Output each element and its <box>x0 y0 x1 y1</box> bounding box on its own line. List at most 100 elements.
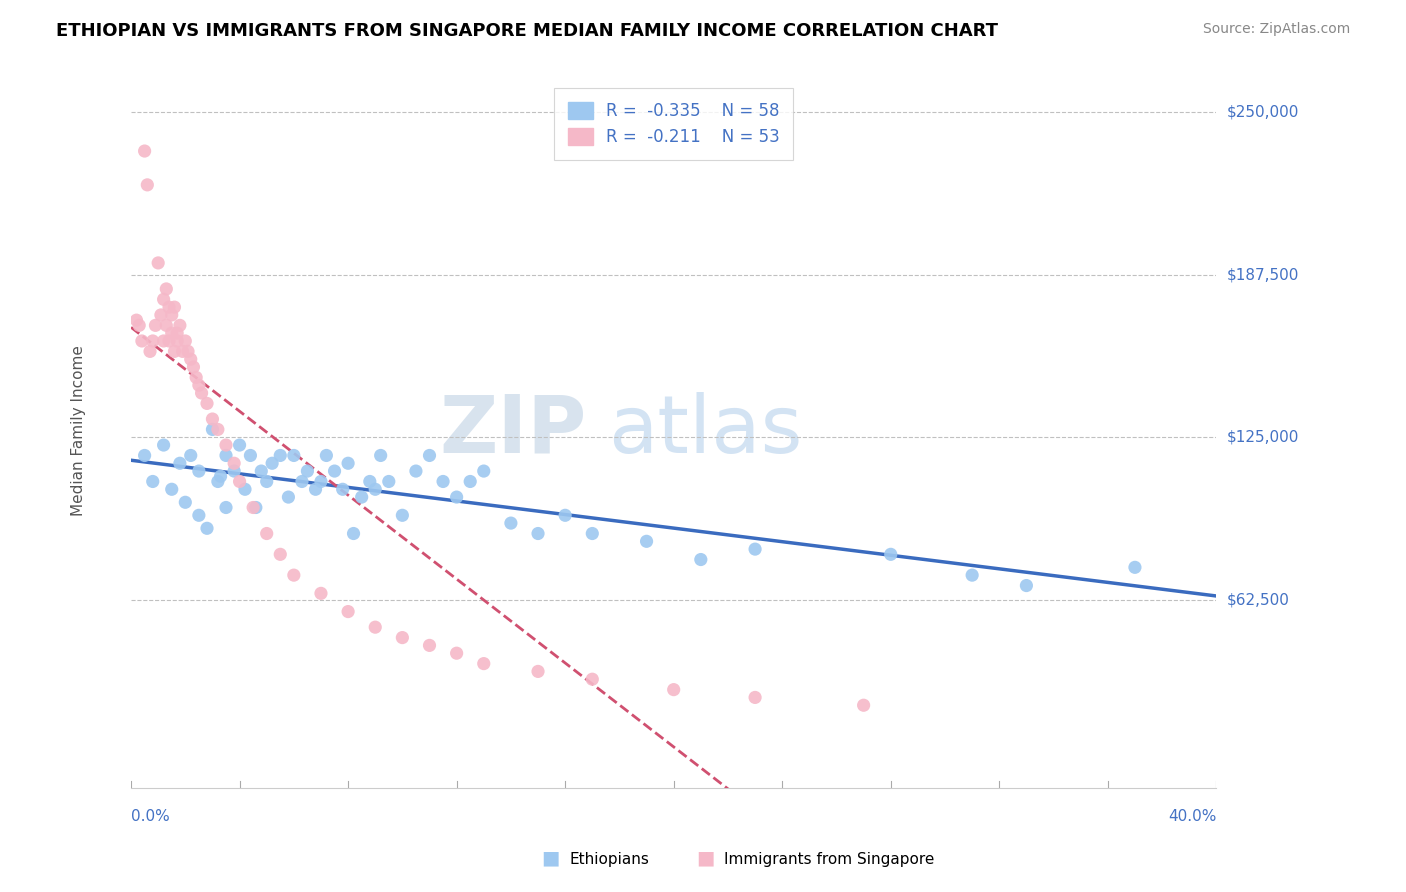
Point <box>160 326 183 341</box>
Point <box>131 334 153 348</box>
Point <box>245 500 267 515</box>
Point <box>228 475 250 489</box>
Point <box>364 620 387 634</box>
Point <box>277 490 299 504</box>
Point <box>744 690 766 705</box>
Point <box>152 334 174 348</box>
Point <box>215 500 238 515</box>
Point <box>155 318 177 333</box>
Point <box>960 568 983 582</box>
Point <box>350 490 373 504</box>
Point <box>291 475 314 489</box>
Point <box>250 464 273 478</box>
Point <box>142 334 165 348</box>
Point <box>744 542 766 557</box>
Point <box>136 178 159 192</box>
Point <box>689 552 711 566</box>
Point <box>323 464 346 478</box>
Point <box>169 456 191 470</box>
Point <box>458 475 481 489</box>
Point <box>157 300 180 314</box>
Point <box>152 438 174 452</box>
Point <box>215 449 238 463</box>
Point <box>145 318 167 333</box>
Text: 40.0%: 40.0% <box>1168 809 1216 824</box>
Point <box>342 526 364 541</box>
Point <box>207 475 229 489</box>
Point <box>134 449 156 463</box>
Point <box>337 605 360 619</box>
Point <box>1123 560 1146 574</box>
Point <box>224 456 246 470</box>
Point <box>242 500 264 515</box>
Text: Ethiopians: Ethiopians <box>569 852 650 867</box>
Point <box>166 326 188 341</box>
Point <box>169 318 191 333</box>
Text: ETHIOPIAN VS IMMIGRANTS FROM SINGAPORE MEDIAN FAMILY INCOME CORRELATION CHART: ETHIOPIAN VS IMMIGRANTS FROM SINGAPORE M… <box>56 22 998 40</box>
Point <box>239 449 262 463</box>
Point <box>148 256 170 270</box>
Text: $187,500: $187,500 <box>1227 267 1299 282</box>
Text: $125,000: $125,000 <box>1227 430 1299 445</box>
Point <box>180 352 202 367</box>
Point <box>391 631 413 645</box>
Point <box>201 412 224 426</box>
Point <box>304 483 326 497</box>
Text: ■: ■ <box>541 848 560 867</box>
Point <box>163 344 186 359</box>
Point <box>283 568 305 582</box>
Point <box>160 483 183 497</box>
Point <box>297 464 319 478</box>
Point <box>207 422 229 436</box>
Point <box>283 449 305 463</box>
Text: ■: ■ <box>696 848 714 867</box>
Point <box>160 308 183 322</box>
Point <box>187 508 209 523</box>
Point <box>149 308 172 322</box>
Point <box>186 370 208 384</box>
Point <box>527 665 550 679</box>
Point <box>432 475 454 489</box>
Text: Immigrants from Singapore: Immigrants from Singapore <box>724 852 935 867</box>
Point <box>195 521 218 535</box>
Point <box>852 698 875 713</box>
Point <box>125 313 148 327</box>
Point <box>215 438 238 452</box>
Point <box>142 475 165 489</box>
Point <box>880 547 903 561</box>
Text: Median Family Income: Median Family Income <box>72 345 86 516</box>
Point <box>472 464 495 478</box>
Point <box>183 359 205 374</box>
Point <box>174 495 197 509</box>
Point <box>636 534 658 549</box>
Point <box>418 639 440 653</box>
Text: Source: ZipAtlas.com: Source: ZipAtlas.com <box>1202 22 1350 37</box>
Point <box>157 334 180 348</box>
Point <box>174 334 197 348</box>
Point <box>163 300 186 314</box>
Point <box>581 672 603 686</box>
Point <box>195 396 218 410</box>
Point <box>581 526 603 541</box>
Point <box>332 483 354 497</box>
Text: atlas: atlas <box>609 392 803 470</box>
Point <box>177 344 200 359</box>
Point <box>662 682 685 697</box>
Point <box>228 438 250 452</box>
Point <box>446 490 468 504</box>
Point <box>139 344 162 359</box>
Point <box>233 483 256 497</box>
Point <box>187 464 209 478</box>
Point <box>269 449 291 463</box>
Point <box>180 449 202 463</box>
Point <box>256 475 278 489</box>
Point <box>370 449 392 463</box>
Point <box>315 449 337 463</box>
Point <box>418 449 440 463</box>
Text: $62,500: $62,500 <box>1227 592 1291 607</box>
Point <box>391 508 413 523</box>
Point <box>337 456 360 470</box>
Point <box>187 378 209 392</box>
Point <box>527 526 550 541</box>
Point <box>155 282 177 296</box>
